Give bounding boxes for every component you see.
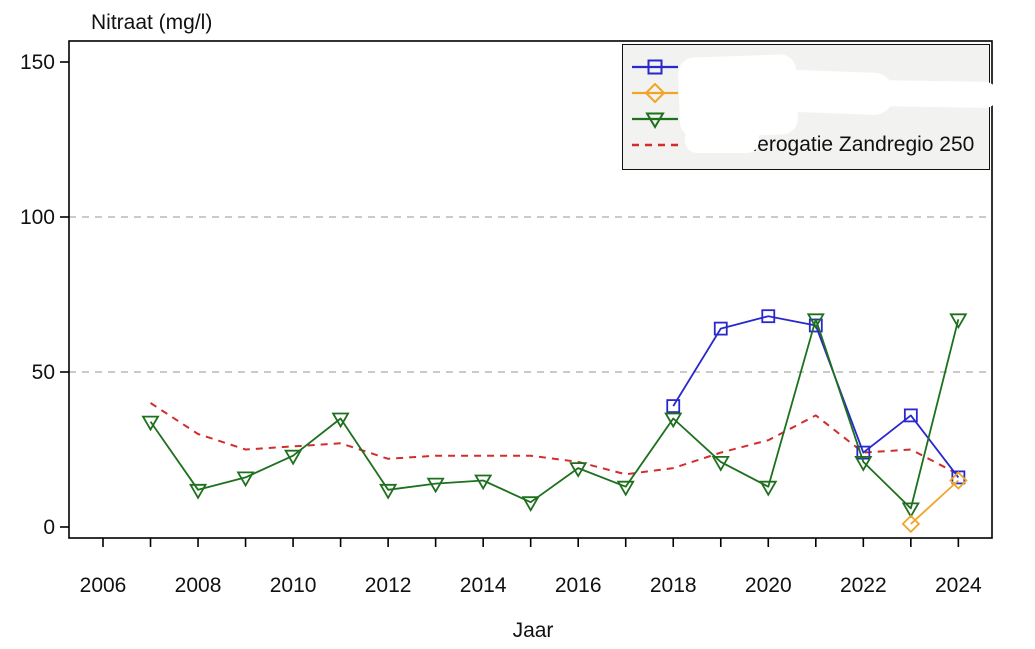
x-axis-label: Jaar	[512, 619, 554, 642]
redaction-patch	[685, 125, 759, 153]
legend-green-triangle-marker-icon	[632, 112, 678, 129]
legend-red-dashed-line-icon	[632, 143, 678, 147]
chart-title: Nitraat (mg/l)	[91, 11, 213, 34]
svg-text:150: 150	[20, 51, 55, 74]
svg-text:2020: 2020	[745, 574, 792, 597]
svg-text:50: 50	[32, 361, 55, 384]
legend-item-3	[623, 106, 989, 132]
legend-item-4: LMM derogatie Zandregio 250	[623, 132, 989, 158]
svg-text:2010: 2010	[270, 574, 317, 597]
y-axis: 0 50 100 150	[20, 51, 69, 539]
legend-item-1	[623, 54, 989, 80]
svg-text:2016: 2016	[555, 574, 602, 597]
series-square	[666, 309, 966, 485]
legend-orange-diamond-marker-icon	[632, 83, 678, 103]
svg-text:2008: 2008	[175, 574, 222, 597]
series-reference-line	[149, 402, 959, 476]
svg-text:0: 0	[43, 516, 55, 539]
svg-text:2012: 2012	[365, 574, 412, 597]
svg-text:2022: 2022	[840, 574, 887, 597]
legend-blue-square-marker-icon	[632, 59, 678, 75]
x-axis: 2006 2008 2010 2012 2014 2016 2018 2020 2022 2024	[80, 538, 982, 597]
redaction-patch	[867, 79, 999, 109]
legend: LMM derogatie Zandregio 250	[622, 44, 999, 170]
series-diamond	[901, 471, 968, 534]
gridlines	[69, 216, 992, 373]
svg-text:2024: 2024	[935, 574, 982, 597]
svg-text:2014: 2014	[460, 574, 507, 597]
series-triangle-down	[141, 313, 968, 519]
legend-item-2	[623, 80, 989, 106]
svg-text:2018: 2018	[650, 574, 697, 597]
legend-item-label: LMM derogatie Zandregio 250	[693, 133, 975, 156]
svg-text:2006: 2006	[80, 574, 127, 597]
svg-text:100: 100	[20, 206, 55, 229]
